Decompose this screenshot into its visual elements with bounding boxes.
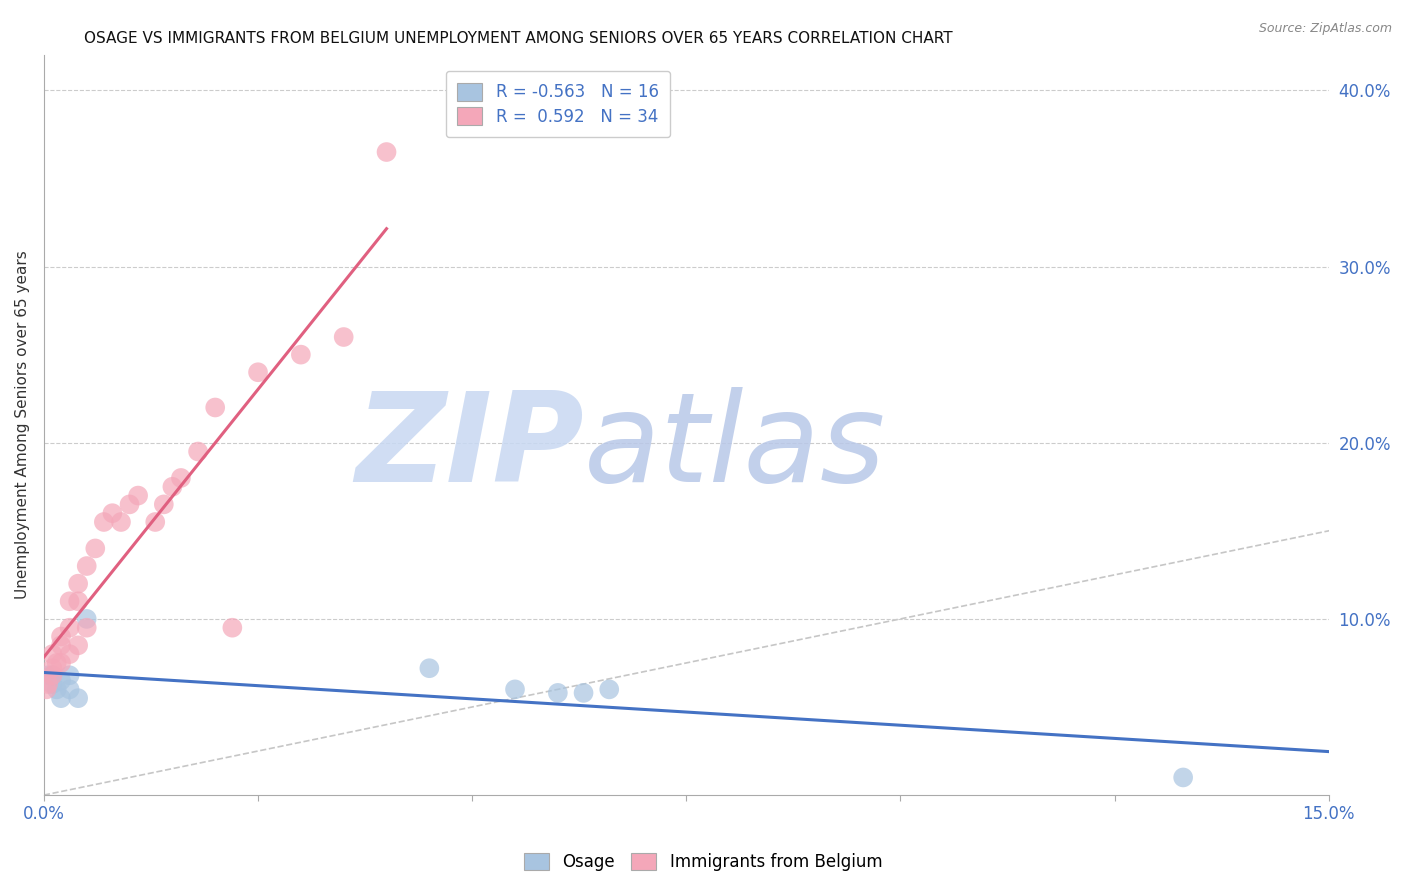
Point [101, 506, 124, 520]
Point [221, 621, 243, 635]
Point [93, 515, 115, 529]
Point [41, 668, 63, 682]
Point [162, 480, 184, 494]
Point [49, 638, 72, 652]
Text: ZIP: ZIP [354, 387, 583, 508]
Point [41, 668, 63, 682]
Point [41, 661, 63, 675]
Point [572, 686, 595, 700]
Point [418, 661, 440, 675]
Text: Source: ZipAtlas.com: Source: ZipAtlas.com [1258, 22, 1392, 36]
Point [84, 541, 107, 556]
Point [110, 515, 132, 529]
Point [49, 656, 72, 670]
Point [37, 668, 59, 682]
Point [143, 515, 166, 529]
Point [35, 682, 58, 697]
Point [58, 668, 80, 682]
Point [41, 677, 63, 691]
Point [58, 647, 80, 661]
Point [67, 576, 90, 591]
Point [58, 621, 80, 635]
Point [503, 682, 526, 697]
Point [204, 401, 226, 415]
Legend: Osage, Immigrants from Belgium: Osage, Immigrants from Belgium [516, 845, 890, 880]
Point [1173, 771, 1195, 785]
Point [58, 682, 80, 697]
Point [598, 682, 620, 697]
Point [170, 471, 193, 485]
Point [332, 330, 354, 344]
Point [187, 444, 209, 458]
Point [547, 686, 569, 700]
Text: OSAGE VS IMMIGRANTS FROM BELGIUM UNEMPLOYMENT AMONG SENIORS OVER 65 YEARS CORREL: OSAGE VS IMMIGRANTS FROM BELGIUM UNEMPLO… [84, 31, 953, 46]
Point [118, 497, 141, 511]
Point [45, 682, 67, 697]
Point [76, 612, 98, 626]
Point [247, 365, 270, 379]
Point [153, 497, 176, 511]
Point [49, 673, 72, 688]
Legend: R = -0.563   N = 16, R =  0.592   N = 34: R = -0.563 N = 16, R = 0.592 N = 34 [446, 70, 671, 137]
Point [76, 621, 98, 635]
Point [67, 638, 90, 652]
Text: atlas: atlas [583, 387, 886, 508]
Point [49, 691, 72, 706]
Point [290, 348, 312, 362]
Point [76, 559, 98, 574]
Point [41, 647, 63, 661]
Point [67, 594, 90, 608]
Point [49, 630, 72, 644]
Point [37, 677, 59, 691]
Point [127, 489, 149, 503]
Point [58, 594, 80, 608]
Point [45, 656, 67, 670]
Y-axis label: Unemployment Among Seniors over 65 years: Unemployment Among Seniors over 65 years [15, 251, 30, 599]
Point [67, 691, 90, 706]
Point [375, 145, 398, 159]
